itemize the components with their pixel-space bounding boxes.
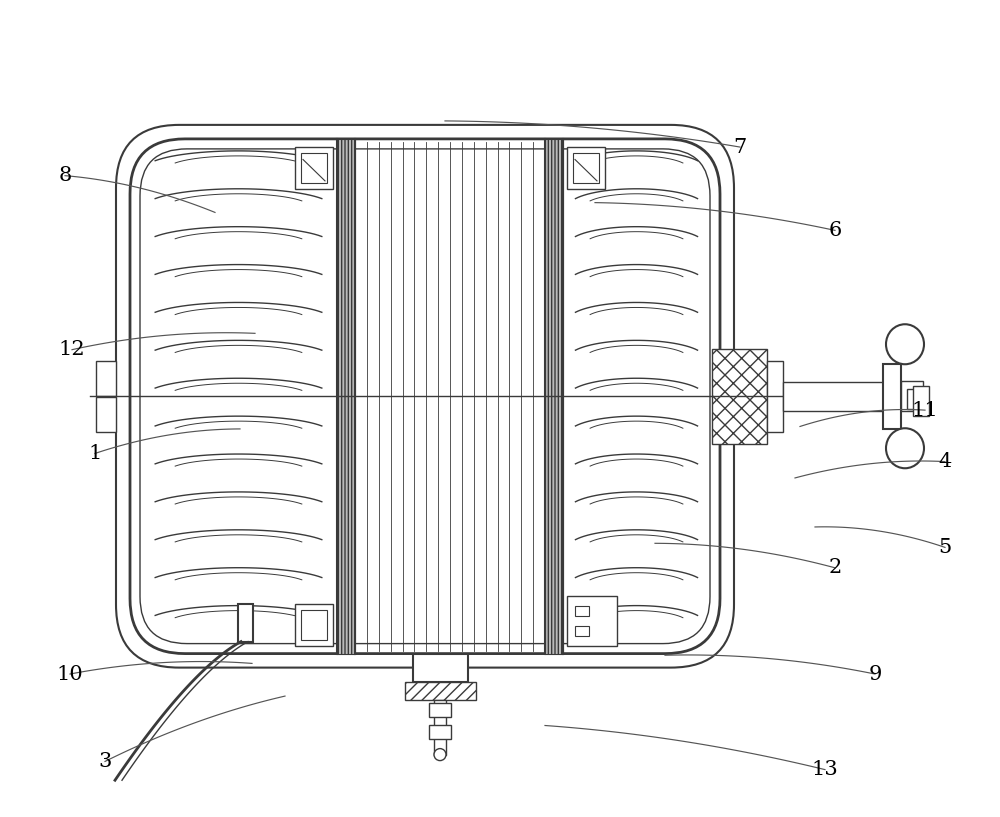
Bar: [883, 364, 901, 429]
Bar: [575, 605, 589, 615]
Text: 10: 10: [57, 664, 83, 684]
Bar: [545, 139, 563, 654]
Bar: [567, 596, 617, 645]
Bar: [96, 361, 116, 395]
Bar: [767, 360, 783, 432]
Bar: [96, 397, 116, 431]
Bar: [301, 609, 327, 640]
Bar: [712, 349, 767, 444]
Text: 2: 2: [828, 558, 842, 578]
Bar: [783, 382, 895, 411]
Bar: [295, 604, 333, 645]
Bar: [429, 725, 451, 739]
Text: 11: 11: [912, 400, 938, 420]
FancyBboxPatch shape: [130, 139, 720, 654]
Bar: [301, 153, 327, 183]
Text: 7: 7: [733, 137, 747, 157]
Text: 1: 1: [88, 444, 102, 463]
Bar: [295, 147, 333, 189]
Text: 8: 8: [58, 166, 72, 185]
Text: 5: 5: [938, 538, 952, 557]
Bar: [575, 626, 589, 636]
Bar: [913, 386, 929, 416]
Text: 6: 6: [828, 221, 842, 240]
Ellipse shape: [886, 428, 924, 468]
FancyBboxPatch shape: [116, 125, 734, 667]
Bar: [573, 153, 599, 183]
Ellipse shape: [886, 324, 924, 364]
Text: 13: 13: [812, 760, 838, 779]
Text: 4: 4: [938, 452, 952, 471]
Text: 9: 9: [868, 664, 882, 684]
Text: 12: 12: [59, 340, 85, 359]
Bar: [907, 389, 926, 408]
Bar: [429, 703, 451, 717]
Bar: [413, 654, 468, 681]
Ellipse shape: [434, 748, 446, 761]
Bar: [901, 382, 923, 411]
Text: 3: 3: [98, 752, 112, 771]
Bar: [404, 681, 476, 699]
Bar: [337, 139, 355, 654]
Bar: [567, 147, 605, 189]
Bar: [238, 604, 252, 641]
Bar: [434, 699, 446, 755]
